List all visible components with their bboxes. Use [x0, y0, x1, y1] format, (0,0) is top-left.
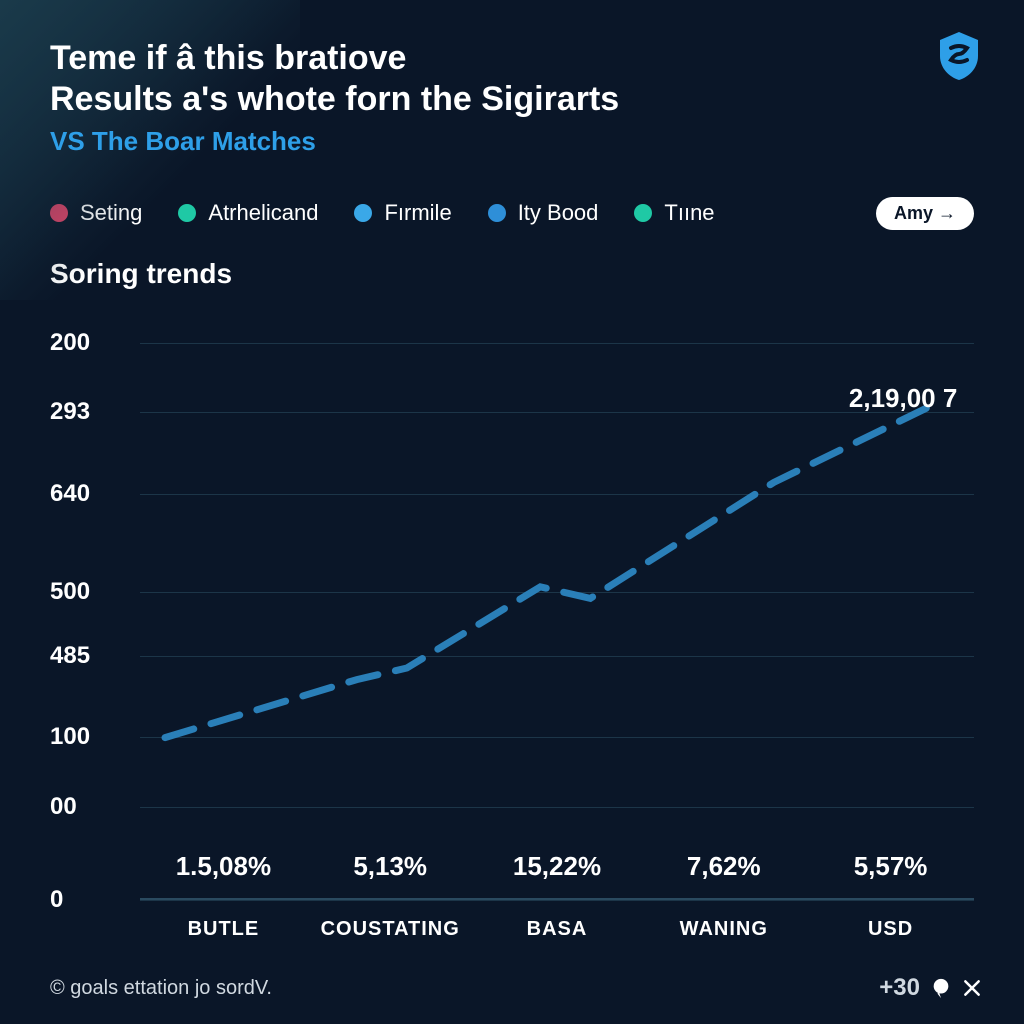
- y-tick-label: 100: [50, 723, 90, 751]
- y-tick-label: 500: [50, 578, 90, 606]
- page-title: Teme if â this bratiove Results a's whot…: [50, 38, 974, 120]
- bar-value-label: 15,22%: [513, 851, 601, 882]
- y-tick-label: 00: [50, 793, 77, 821]
- legend-label: Ity Bood: [518, 200, 599, 226]
- trend-end-label: 2,19,00 7: [849, 383, 957, 414]
- footer-credit: © goals ettation jo sordV.: [50, 977, 272, 1000]
- footer: © goals ettation jo sordV. +30: [50, 974, 982, 1002]
- x-tick-label: BASA: [474, 918, 641, 941]
- x-axis: BUTLECOUSTATINGBASAWANINGUSD: [140, 900, 974, 960]
- comment-icon[interactable]: [930, 977, 952, 999]
- y-tick-label: 0: [50, 886, 63, 914]
- chart-title: Soring trends: [0, 240, 1024, 290]
- subtitle: VS The Boar Matches: [50, 126, 974, 157]
- title-line-2: Results a's whote forn the Sigirarts: [50, 80, 619, 118]
- header: Teme if â this bratiove Results a's whot…: [0, 0, 1024, 167]
- plot-area: 1.5,08% 5,13% 15,22% 7,62% 5,57% 2,19,00 7: [140, 320, 974, 900]
- legend-label: Seting: [80, 200, 142, 226]
- title-line-1: Teme if â this bratiove: [50, 39, 406, 77]
- bar-value-label: 5,57%: [854, 851, 928, 882]
- y-tick-label: 640: [50, 480, 90, 508]
- legend-dot-icon: [634, 204, 652, 222]
- x-tick-label: BUTLE: [140, 918, 307, 941]
- legend-dot-icon: [178, 204, 196, 222]
- x-tick-label: COUSTATING: [307, 918, 474, 941]
- chart: 200293640500485100000 1.5,08%5,13%15,22%…: [50, 320, 974, 960]
- legend-dot-icon: [354, 204, 372, 222]
- x-tick-label: WANING: [640, 918, 807, 941]
- bar-value-label: 7,62%: [687, 851, 761, 882]
- legend-item-3[interactable]: Ity Bood: [488, 200, 599, 226]
- legend-label: Atrhelicand: [208, 200, 318, 226]
- legend-item-2[interactable]: Fırmile: [354, 200, 451, 226]
- footer-right: +30: [879, 974, 982, 1002]
- close-icon[interactable]: [962, 978, 982, 998]
- legend: Seting Atrhelicand Fırmile Ity Bood Tıın…: [0, 167, 1024, 240]
- legend-label: Tııne: [664, 200, 714, 226]
- legend-label: Fırmile: [384, 200, 451, 226]
- filter-pill-button[interactable]: Amy →: [876, 197, 974, 230]
- y-tick-label: 485: [50, 642, 90, 670]
- brand-logo-icon: [936, 30, 982, 82]
- bar-value-label: 1.5,08%: [176, 851, 271, 882]
- legend-item-4[interactable]: Tııne: [634, 200, 714, 226]
- y-axis: 200293640500485100000: [50, 320, 130, 900]
- x-tick-label: USD: [807, 918, 974, 941]
- legend-item-1[interactable]: Atrhelicand: [178, 200, 318, 226]
- y-tick-label: 293: [50, 398, 90, 426]
- footer-count: +30: [879, 974, 920, 1002]
- bar-value-label: 5,13%: [353, 851, 427, 882]
- legend-item-0[interactable]: Seting: [50, 200, 142, 226]
- legend-dot-icon: [50, 204, 68, 222]
- y-tick-label: 200: [50, 329, 90, 357]
- pill-label: Amy →: [894, 203, 956, 223]
- legend-dot-icon: [488, 204, 506, 222]
